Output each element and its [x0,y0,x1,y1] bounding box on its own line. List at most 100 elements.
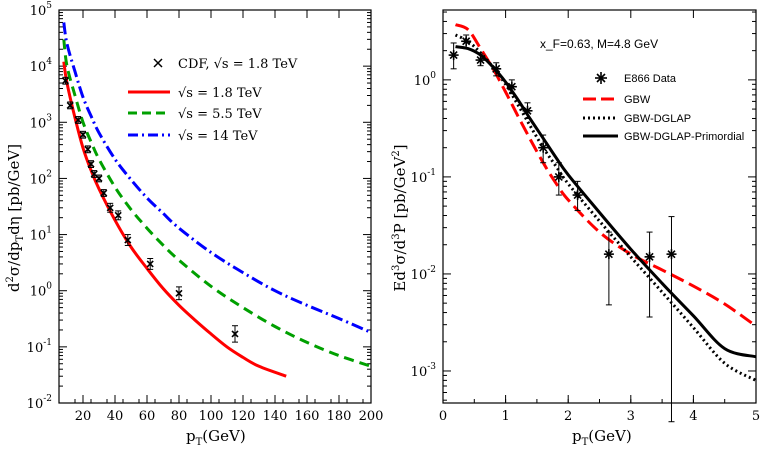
y-tick-base: 10 [30,60,47,75]
l-x-tick-label: 140 [263,409,288,424]
l-data-point [124,234,132,246]
r-data-point [572,180,583,212]
l-y-tick-label: 102 [30,169,52,187]
l-data-point [231,325,239,343]
legend-e866-marker [595,72,607,84]
r-x-tick-label: 0 [439,409,447,424]
right-series [454,23,756,382]
y-tick-base: 10 [414,74,431,89]
y-tick-exponent: -3 [427,362,436,372]
marker-x [114,211,122,219]
l-x-tick-label: 180 [327,409,352,424]
left-x-ticks: 20 40 60 80 100 120 140 160 180 200 [58,10,383,424]
marker-star [523,106,532,115]
l-data-point [79,130,87,139]
marker-star [449,51,458,60]
r-x-tick-label: 5 [752,409,760,424]
l-series-line--s-5-5-tev [62,39,371,368]
left-x-axis-label: pT(GeV) [186,427,246,448]
r-data-point [491,62,502,77]
right-y-axis-label: Ed3σ/d3P [pb/GeV2] [391,144,409,291]
l-x-tick-label: 160 [295,409,320,424]
l-data-point [100,189,108,197]
r-data-point [538,134,549,164]
l-data-point [61,76,69,85]
r-data-point [666,216,677,423]
r-x-tick-label: 4 [689,409,697,424]
marker-x [231,330,239,338]
marker-x [95,174,103,182]
l-x-tick-label: 60 [139,409,156,424]
marker-star [462,37,471,46]
r-series-line-gbw-dglap-primordial [455,45,756,359]
marker-x [90,170,98,178]
y-tick-base: 10 [30,285,47,300]
marker-star [573,190,582,200]
l-data-point [146,257,154,270]
y-tick-base: 10 [27,397,44,412]
left-panel: 20 40 60 80 100 120 140 160 180 200 10-210-110010… [5,1,383,448]
r-data-point [475,53,486,67]
l-data-point [114,210,122,221]
legend-label-gbw-dglap-primordial: GBW-DGLAP-Primordial [624,131,744,143]
marker-x [66,101,74,109]
l-data-point [87,160,95,169]
r-x-tick-label: 3 [627,409,635,424]
y-tick-base: 10 [30,229,47,244]
l-data-point [84,145,92,154]
r-data-point [506,79,517,95]
r-data-point [522,102,533,119]
l-series-line--s-14-tev [62,22,371,334]
y-tick-exponent: 5 [46,1,52,11]
l-data-point [106,202,114,213]
l-y-tick-label: 103 [30,113,53,131]
legend-label-14tev: √s = 14 TeV [178,129,258,144]
right-x-ticks: 0 1 2 3 4 5 [439,10,760,424]
left-plot-frame [58,9,372,404]
legend-e866-label: E866 Data [624,73,677,85]
l-y-tick-label: 101 [30,226,52,244]
l-y-tick-label: 10-1 [27,338,52,356]
y-tick-base: 10 [30,116,47,131]
r-data-point [644,231,655,318]
marker-x [84,145,92,153]
l-data-point [95,174,103,183]
y-tick-base: 10 [411,171,428,186]
marker-star [604,250,613,259]
r-x-tick-label: 1 [501,409,509,424]
r-series-line-gbw-dglap [454,33,756,382]
right-plot-frame [442,9,757,404]
r-y-tick-label: 10-3 [411,362,437,380]
marker-star [554,172,563,181]
marker-star [645,252,654,261]
y-tick-exponent: -1 [43,338,52,348]
l-x-tick-label: 120 [231,409,256,424]
y-tick-base: 10 [30,4,47,19]
left-data-points [61,76,239,343]
marker-x [124,236,132,244]
l-data-point [74,116,82,124]
left-legend: CDF, √s = 1.8 TeV √s = 1.8 TeV √s = 5.5 … [128,57,298,144]
legend-label-gbw: GBW [624,94,651,106]
right-x-axis-label: pT(GeV) [572,427,632,448]
marker-star [507,82,516,91]
marker-x [100,189,108,197]
marker-x [74,116,82,124]
l-series-line--s-1-8-tev [62,61,287,378]
y-tick-exponent: -2 [43,394,52,404]
r-data-point [448,42,459,70]
r-y-tick-label: 10-1 [411,168,436,186]
l-x-tick-label: 20 [75,409,92,424]
marker-star [539,143,548,152]
l-data-point [66,101,74,110]
y-tick-exponent: 1 [46,226,52,236]
marker-star [476,55,485,65]
y-tick-exponent: 4 [46,57,52,67]
r-series-line-gbw [454,23,756,328]
marker-star [667,250,676,259]
marker-x [106,204,114,212]
y-tick-exponent: 0 [430,71,436,81]
